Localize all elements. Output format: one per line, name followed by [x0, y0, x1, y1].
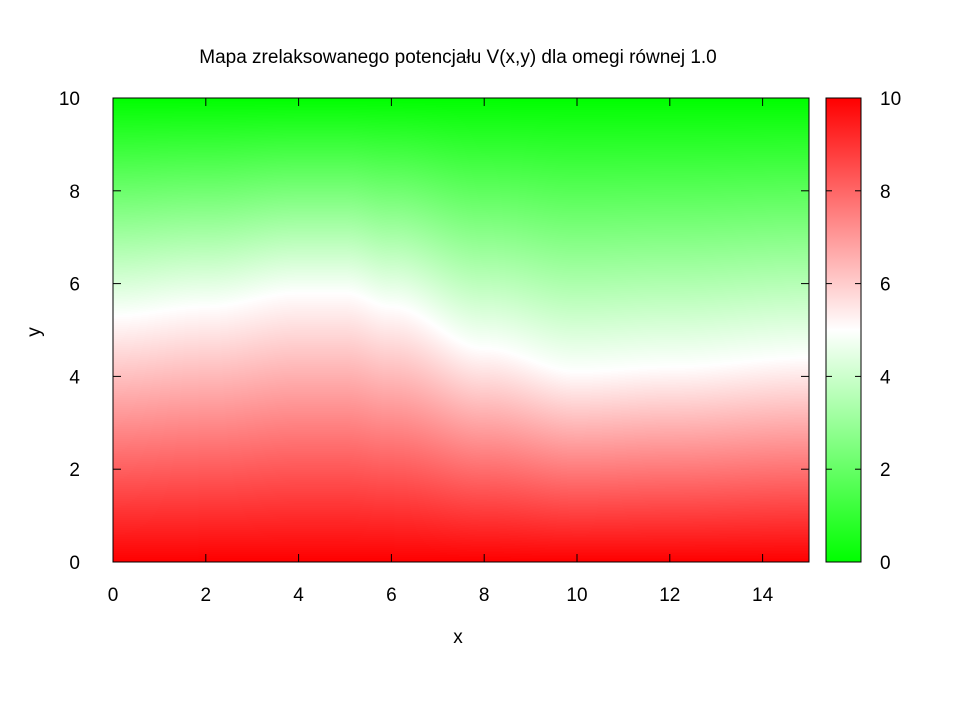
colorbar-tick-label: 6 [880, 275, 891, 296]
colorbar [825, 97, 862, 563]
colorbar-tick-label: 10 [880, 89, 901, 110]
x-tick-label: 14 [752, 585, 774, 606]
x-tick-label: 12 [659, 585, 680, 606]
colorbar-ticks: 0 2 4 6 8 10 [826, 89, 901, 574]
plot-frame [112, 97, 810, 563]
y-axis-ticks: 0 2 4 6 8 10 [59, 89, 809, 574]
y-tick-label: 8 [69, 182, 80, 203]
colorbar-tick-label: 4 [880, 367, 891, 388]
x-tick-label: 2 [201, 585, 212, 606]
x-tick-label: 4 [293, 585, 304, 606]
colorbar-tick-label: 8 [880, 182, 891, 203]
y-tick-label: 2 [69, 460, 80, 481]
heatmap-plot-area [113, 98, 809, 562]
x-tick-label: 10 [566, 585, 587, 606]
colorbar-tick-label: 2 [880, 460, 891, 481]
y-tick-label: 6 [69, 275, 80, 296]
y-tick-label: 10 [59, 89, 80, 110]
x-tick-label: 8 [479, 585, 490, 606]
y-tick-label: 0 [69, 553, 80, 574]
x-tick-label: 6 [386, 585, 397, 606]
x-axis-ticks: 0 2 4 6 8 10 12 14 [108, 98, 774, 606]
x-tick-label: 0 [108, 585, 119, 606]
chart-title: Mapa zrelaksowanego potencjału V(x,y) dl… [199, 47, 717, 68]
y-axis-label: y [24, 327, 45, 337]
x-axis-label: x [453, 627, 463, 648]
y-tick-label: 4 [69, 367, 80, 388]
colorbar-tick-label: 0 [880, 553, 891, 574]
